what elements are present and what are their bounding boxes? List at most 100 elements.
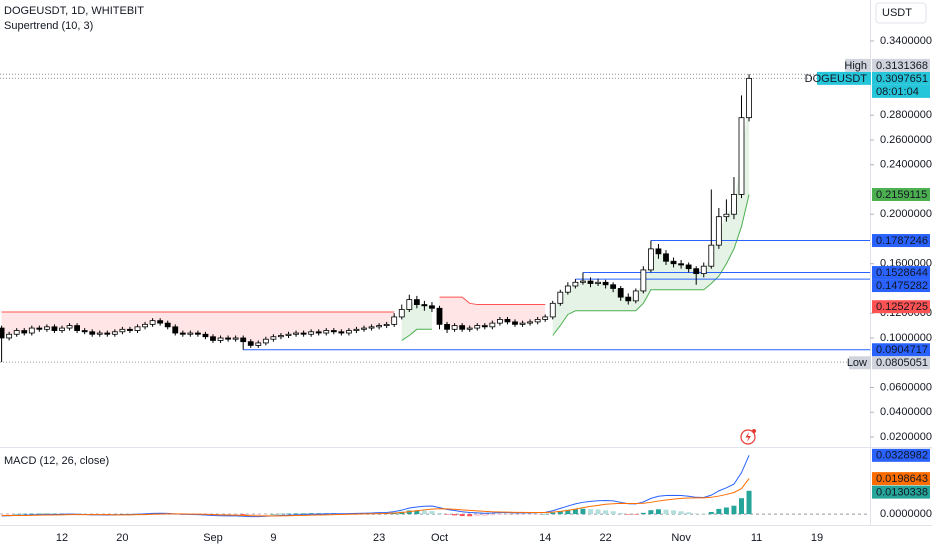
level-price-box: [872, 279, 930, 293]
macd-histogram-bar: [286, 513, 291, 515]
candle-body: [436, 307, 443, 325]
badge-tag-box: [817, 71, 871, 85]
macd-histogram-bar: [51, 513, 57, 515]
candle-body: [134, 326, 141, 331]
candle-body: [96, 332, 103, 335]
macd-histogram-bar: [6, 514, 12, 515]
low-price-box: [872, 356, 930, 370]
candle-body: [640, 269, 647, 292]
macd-histogram-bar: [293, 513, 299, 515]
currency-box[interactable]: [875, 2, 927, 24]
macd-histogram-bar: [655, 509, 661, 515]
candle-body: [512, 321, 518, 325]
x-tick-label: 19: [811, 532, 823, 544]
candle-body: [708, 244, 715, 267]
macd-histogram-bar: [550, 512, 556, 515]
candle-body: [595, 281, 601, 284]
candle-body: [738, 117, 745, 195]
candle-body: [187, 332, 194, 335]
candle-body: [723, 213, 730, 218]
candle-body: [655, 248, 662, 255]
candle-body: [685, 264, 692, 270]
y-tick-label: 0.2400000: [880, 159, 932, 171]
macd-histogram-bar: [263, 514, 269, 515]
candle-body: [376, 325, 383, 328]
candle-body: [421, 304, 428, 307]
macd-histogram-bar: [429, 511, 435, 515]
candle-body: [285, 333, 292, 336]
macd-histogram-bar: [29, 513, 35, 515]
macd-histogram-bar: [421, 510, 427, 515]
candle-body: [44, 326, 50, 330]
badge-tag: DOGEUSDT: [805, 73, 868, 85]
y-tick-label: 0.2000000: [880, 208, 932, 220]
currency[interactable]: USDT: [882, 7, 912, 19]
candle-body: [81, 330, 88, 333]
level-price-box: [872, 343, 930, 357]
candle-body: [489, 322, 496, 328]
alert-dot[interactable]: [752, 429, 756, 433]
candle-body: [617, 288, 624, 298]
macd-histogram-bar: [633, 514, 639, 515]
candle-body: [278, 335, 284, 338]
x-tick-label: Sep: [203, 532, 223, 544]
candle-body: [172, 326, 179, 334]
macd-histogram-bar: [731, 505, 737, 515]
x-tick-label: 14: [539, 532, 551, 544]
y-tick-label: 0.0400000: [880, 406, 932, 418]
candle-body: [549, 302, 556, 318]
candle-body: [300, 332, 307, 335]
candle-body: [383, 323, 390, 326]
candle-body: [678, 263, 684, 266]
candle-body: [398, 309, 405, 318]
candle-body: [715, 216, 722, 246]
macd-histogram-bar: [248, 514, 254, 515]
candle-body: [670, 260, 677, 265]
candle-body: [308, 331, 315, 335]
macd-histogram-bar: [746, 490, 752, 515]
candle-body: [111, 331, 118, 335]
supertrend-price-box: [872, 300, 930, 314]
macd-histogram-bar: [406, 510, 412, 515]
macd-histogram-bar: [640, 512, 646, 515]
macd-histogram-bar: [240, 514, 246, 515]
candle-body: [542, 316, 549, 320]
candle-body: [142, 323, 148, 328]
candle-body: [496, 319, 503, 324]
candle-body: [149, 320, 156, 325]
alert-bolt[interactable]: [745, 432, 752, 442]
trend-fill: [552, 98, 750, 336]
macd-histogram-bar: [301, 513, 307, 515]
macd-histogram-bar: [504, 514, 510, 515]
macd-histogram-bar: [452, 514, 458, 516]
chart-title: DOGEUSDT, 1D, WHITEBIT: [4, 5, 144, 17]
high-price: 0.3131368: [876, 60, 928, 72]
countdown: 08:01:04: [876, 86, 919, 98]
macd-histogram-bar: [308, 513, 314, 515]
candle-body: [6, 333, 13, 339]
alert-icon[interactable]: [740, 429, 756, 445]
candle-body: [353, 328, 360, 331]
candle-body: [255, 342, 262, 346]
indicator-title: Supertrend (10, 3): [4, 20, 93, 32]
macd-histogram-bar: [603, 510, 609, 515]
macd-histogram-bar: [44, 513, 50, 515]
macd-histogram-bar: [527, 514, 533, 515]
macd-histogram-bar: [474, 514, 480, 517]
candle-body: [74, 325, 80, 331]
candle-body: [602, 281, 609, 286]
macd-histogram-bar: [14, 513, 20, 515]
macd-histogram-bar: [580, 508, 586, 515]
candle-body: [323, 330, 330, 334]
candle-body: [519, 322, 526, 325]
candle-body: [557, 291, 564, 304]
macd-histogram-bar: [686, 512, 692, 515]
candle-body: [104, 332, 111, 335]
macd-histogram-bar: [497, 514, 503, 515]
x-tick-label: 9: [270, 532, 276, 544]
y-tick-label: 0.1000000: [880, 332, 932, 344]
level-price-box: [872, 234, 930, 248]
candle-body: [572, 281, 579, 287]
